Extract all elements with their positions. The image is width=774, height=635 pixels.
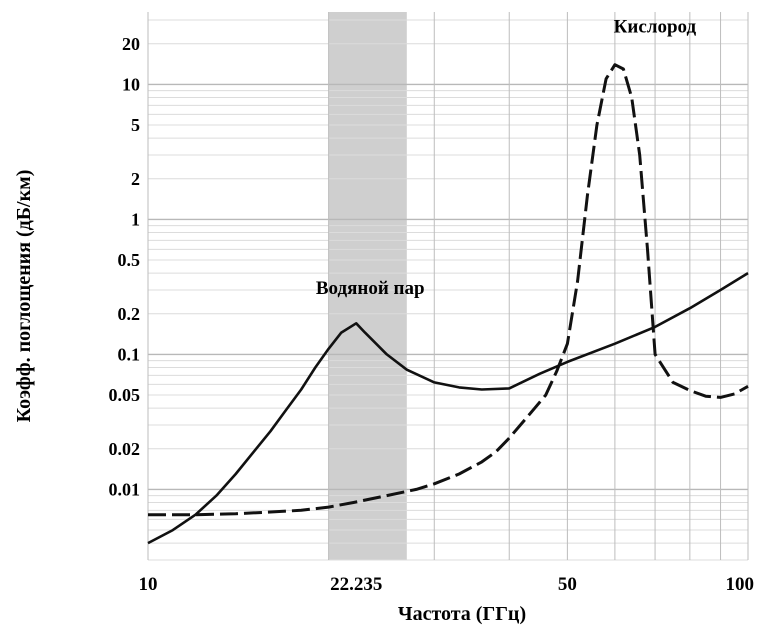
annotation-water-vapor: Водяной пар bbox=[316, 278, 425, 299]
y-tick-label: 10 bbox=[122, 74, 140, 94]
annotation-oxygen: Кислород bbox=[614, 17, 697, 38]
y-tick-label: 0.5 bbox=[118, 250, 141, 270]
y-tick-label: 20 bbox=[122, 34, 140, 54]
y-tick-label: 5 bbox=[131, 115, 140, 135]
series-layer bbox=[147, 63, 749, 545]
y-tick-label: 1 bbox=[131, 209, 140, 229]
y-tick-label: 0.01 bbox=[109, 479, 141, 499]
x-tick-label: 50 bbox=[558, 574, 577, 595]
y-axis-label: Коэфф. поглощения (дБ/км) bbox=[13, 170, 35, 423]
y-tick-label: 0.02 bbox=[109, 439, 141, 459]
x-tick-label: 10 bbox=[139, 574, 158, 595]
x-tick-label: 100 bbox=[726, 574, 755, 595]
series-oxygen-line bbox=[148, 63, 749, 517]
highlight-band bbox=[328, 12, 407, 560]
y-tick-label: 0.1 bbox=[118, 344, 141, 364]
x-tick-label: 22.235 bbox=[330, 574, 382, 595]
y-tick-label: 2 bbox=[131, 169, 140, 189]
series-water-vapor-line bbox=[147, 271, 749, 545]
x-axis-label: Частота (ГГц) bbox=[398, 603, 526, 625]
y-tick-labels: 20 10 5 2 1 0.5 0.2 0.1 0.05 0.02 0.01 bbox=[109, 34, 141, 500]
y-tick-label: 0.05 bbox=[109, 385, 141, 405]
y-tick-label: 0.2 bbox=[118, 304, 141, 324]
x-tick-labels: 10 22.235 50 100 bbox=[139, 574, 755, 595]
